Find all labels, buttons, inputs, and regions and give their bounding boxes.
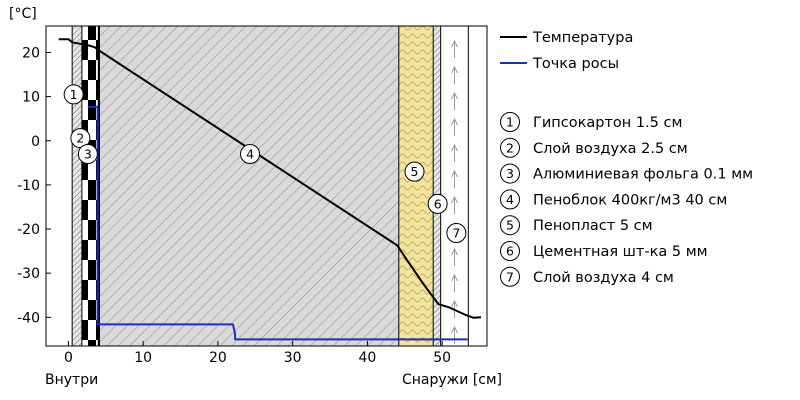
layer-marker-label-6: 6: [434, 196, 442, 211]
legend-layer-label-6: Цементная шт-ка 5 мм: [533, 244, 708, 260]
layer-marker-label-4: 4: [246, 147, 254, 162]
legend-layer-marker-7: [500, 266, 520, 287]
layer-marker-label-2: 2: [76, 131, 84, 146]
legend-layer-label-7: Слой воздуха 4 см: [533, 270, 674, 286]
air-arrow-head: [451, 273, 458, 282]
legend-layer-number-7: 7: [506, 269, 514, 284]
legend-layer-number-5: 5: [506, 218, 514, 233]
air-arrow-head: [451, 91, 458, 100]
layer-3: [98, 26, 100, 346]
layer-marker-label-7: 7: [452, 226, 460, 241]
y-tick-label: 0: [31, 134, 40, 150]
layer-marker-7: [446, 223, 467, 244]
layer-5: [398, 26, 434, 346]
layer-1: [72, 26, 82, 346]
air-arrow-head: [451, 143, 458, 152]
x-tick-label: 40: [358, 350, 376, 366]
x-tick-label: 0: [64, 350, 73, 366]
layer-marker-4: [240, 144, 261, 164]
legend-layer-marker-5: [500, 215, 520, 236]
legend-layer-marker-2: [500, 137, 520, 158]
y-axis-label: [°C]: [9, 6, 37, 22]
x-tick-label: 30: [284, 350, 302, 366]
y-tick-label: 20: [22, 45, 40, 61]
legend-layer-marker-6: [500, 241, 520, 261]
legend-layer-number-1: 1: [506, 115, 514, 130]
air-arrow-head: [451, 39, 458, 48]
air-arrow-head: [451, 117, 458, 126]
layer-marker-5: [404, 161, 425, 182]
legend-layer-marker-1: [500, 112, 520, 132]
legend-layer-number-3: 3: [506, 166, 514, 181]
air-arrow-head: [451, 195, 458, 204]
legend-label-1: Температура: [532, 30, 633, 46]
series-lines: [58, 38, 482, 341]
y-tick-label: 10: [22, 90, 40, 106]
layer-marker-label-3: 3: [84, 147, 92, 162]
axis-ticks: 0 10 20 30 40 50 20 10 0 -10 -20 -30 -40: [17, 45, 451, 366]
air-arrow-head: [451, 247, 458, 256]
x-axis-label: Снаружи [см]: [402, 372, 502, 388]
air-arrow-head: [451, 65, 458, 74]
legend-layer-marker-3: [500, 163, 520, 184]
air-arrow-head: [451, 299, 458, 308]
y-tick-label: -10: [17, 178, 40, 194]
x-tick-label: 50: [433, 350, 451, 366]
wall-layers: [71, 26, 469, 346]
series-line-2: [87, 105, 468, 341]
plot-frame: [45, 25, 488, 347]
series-line-1: [58, 38, 482, 319]
y-tick-label: -30: [17, 266, 40, 282]
layer-6: [433, 26, 441, 346]
legend: Температура Точка росы 1 Гипсокартон 1.5 см…: [500, 30, 753, 287]
layer-marker-3: [77, 144, 98, 164]
legend-layer-label-3: Алюминиевая фольга 0.1 мм: [533, 167, 753, 183]
legend-layer-label-2: Слой воздуха 2.5 см: [533, 141, 688, 157]
air-arrow-head: [451, 169, 458, 178]
legend-layer-number-4: 4: [506, 192, 514, 207]
x-axis-left-caption: Внутри: [45, 372, 98, 388]
layer-marker-1: [63, 84, 84, 105]
air-arrow-head: [451, 325, 458, 334]
x-tick-label: 10: [134, 350, 152, 366]
legend-layer-number-6: 6: [506, 244, 514, 259]
legend-label-2: Точка росы: [532, 56, 619, 72]
legend-layer-number-2: 2: [506, 140, 514, 155]
layer-marker-6: [427, 193, 448, 214]
legend-layer-label-4: Пеноблок 400кг/м3 40 см: [533, 192, 727, 208]
y-tick-label: -20: [17, 222, 40, 238]
legend-layer-marker-4: [500, 189, 520, 210]
layer-marker-label-5: 5: [411, 164, 419, 179]
layer-4: [99, 26, 399, 346]
legend-layer-label-5: Пенопласт 5 см: [533, 218, 653, 234]
y-tick-label: -40: [17, 310, 40, 326]
x-tick-label: 20: [209, 350, 227, 366]
layer-marker-label-1: 1: [70, 87, 78, 102]
layer-2: [81, 26, 99, 346]
legend-layer-label-1: Гипсокартон 1.5 см: [533, 115, 682, 131]
